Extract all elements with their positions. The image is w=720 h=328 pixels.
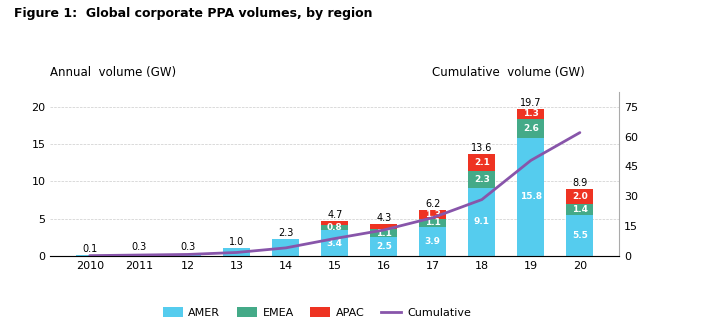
Text: 2.1: 2.1 (474, 158, 490, 167)
Bar (567, 190, 593, 204)
Bar (419, 218, 446, 227)
Text: 0.8: 0.8 (327, 223, 343, 232)
Text: 5.5: 5.5 (572, 231, 588, 240)
Text: Cumulative  volume (GW): Cumulative volume (GW) (432, 66, 585, 79)
Text: 1.3: 1.3 (425, 210, 441, 218)
Text: 0.3: 0.3 (180, 242, 195, 253)
Bar (469, 188, 495, 256)
Text: 9.1: 9.1 (474, 217, 490, 226)
Bar (419, 210, 446, 218)
Text: 2.6: 2.6 (523, 124, 539, 133)
Text: 4.3: 4.3 (376, 213, 392, 223)
Text: 1.3: 1.3 (523, 109, 539, 118)
Bar (174, 254, 201, 256)
Text: 8.9: 8.9 (572, 178, 588, 188)
Text: Figure 1:  Global corporate PPA volumes, by region: Figure 1: Global corporate PPA volumes, … (14, 7, 373, 20)
Bar (370, 237, 397, 256)
Text: 15.8: 15.8 (520, 193, 542, 201)
Bar (223, 248, 251, 256)
Bar (469, 154, 495, 171)
Bar (567, 215, 593, 256)
Legend: AMER, EMEA, APAC, Cumulative: AMER, EMEA, APAC, Cumulative (158, 303, 475, 322)
Text: 19.7: 19.7 (520, 98, 541, 108)
Bar (321, 225, 348, 231)
Text: 4.7: 4.7 (327, 210, 343, 220)
Bar (321, 221, 348, 225)
Text: 2.3: 2.3 (278, 228, 294, 237)
Bar (518, 138, 544, 256)
Bar (419, 227, 446, 256)
Bar (272, 239, 300, 256)
Bar (370, 224, 397, 229)
Text: 2.0: 2.0 (572, 193, 588, 201)
Text: 1.4: 1.4 (572, 205, 588, 214)
Text: 0.3: 0.3 (131, 242, 146, 253)
Bar (518, 119, 544, 138)
Text: 2.5: 2.5 (376, 242, 392, 251)
Text: 3.9: 3.9 (425, 237, 441, 246)
Text: 1.1: 1.1 (425, 218, 441, 227)
Text: 13.6: 13.6 (471, 143, 492, 154)
Text: 2.3: 2.3 (474, 175, 490, 184)
Bar (125, 254, 152, 256)
Text: 6.2: 6.2 (425, 198, 441, 209)
Bar (370, 229, 397, 237)
Text: 0.1: 0.1 (82, 244, 97, 254)
Text: 3.4: 3.4 (327, 239, 343, 248)
Text: 1.1: 1.1 (376, 229, 392, 237)
Bar (518, 109, 544, 119)
Bar (76, 255, 103, 256)
Bar (321, 231, 348, 256)
Text: 1.0: 1.0 (229, 237, 244, 247)
Text: Annual  volume (GW): Annual volume (GW) (50, 66, 176, 79)
Bar (567, 204, 593, 215)
Bar (469, 171, 495, 188)
